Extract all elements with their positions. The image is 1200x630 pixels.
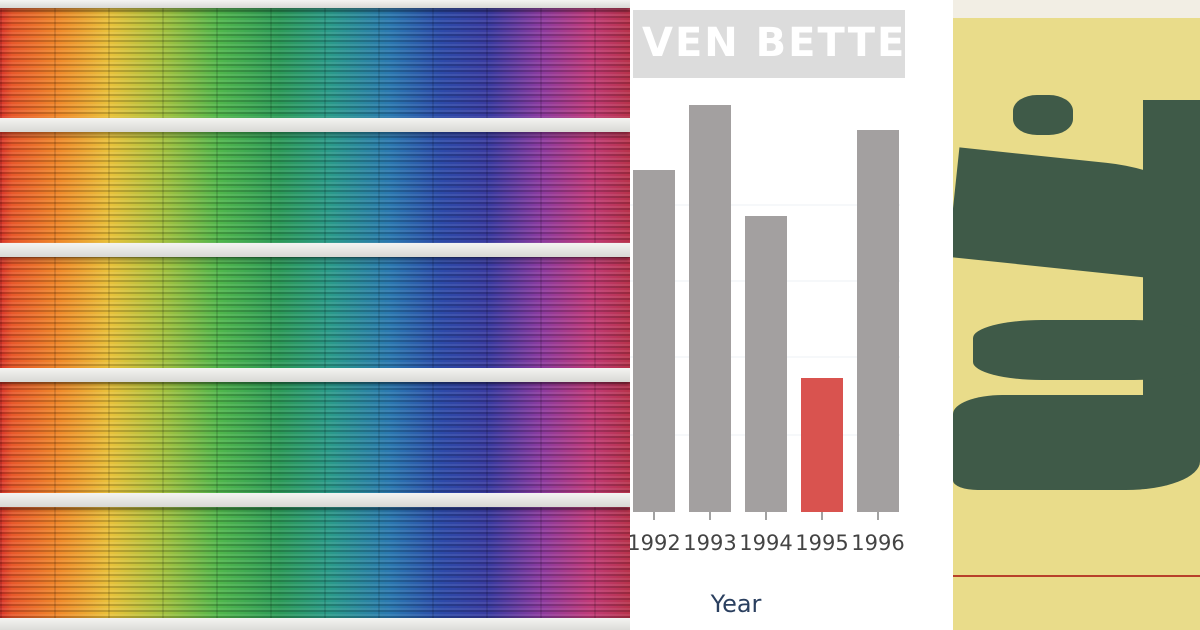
chart: VEN BETTER Year 1992 1993 1994 1995 1996 bbox=[630, 10, 939, 618]
x-tick-label: 1994 bbox=[739, 531, 792, 555]
title-box bbox=[633, 10, 905, 78]
bar bbox=[857, 130, 899, 512]
bar bbox=[801, 378, 843, 512]
map-photo bbox=[953, 0, 1200, 630]
chart-title: VEN BETTER bbox=[642, 20, 939, 66]
shelves-photo bbox=[0, 0, 630, 630]
bar bbox=[745, 216, 787, 512]
x-axis-label: Year bbox=[710, 590, 762, 618]
bar bbox=[633, 170, 675, 512]
x-tick-label: 1992 bbox=[630, 531, 681, 555]
x-tick-label: 1996 bbox=[851, 531, 904, 555]
x-tick-label: 1995 bbox=[795, 531, 848, 555]
bar bbox=[689, 105, 731, 512]
x-tick-label: 1993 bbox=[683, 531, 736, 555]
